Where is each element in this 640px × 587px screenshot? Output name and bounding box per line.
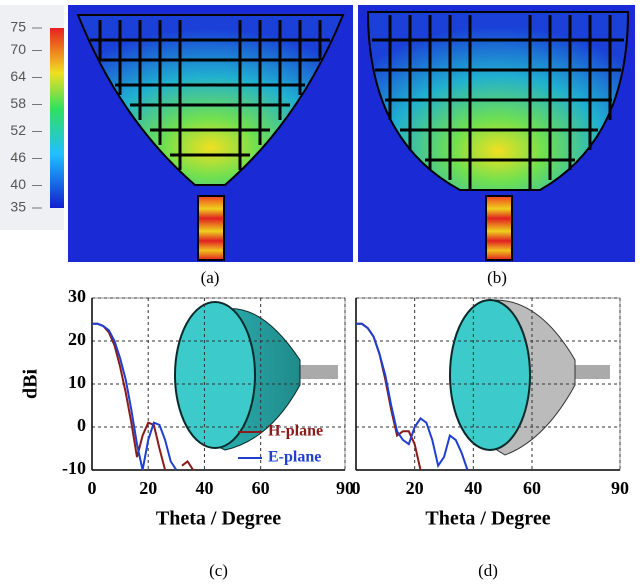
series-line [356, 322, 422, 471]
colorbar-tick-label: 35 [10, 199, 26, 215]
feed-b [485, 195, 513, 261]
x-tick-label: 40 [195, 478, 213, 498]
x-axis-label: Theta / Degree [156, 508, 281, 530]
x-tick-label: 0 [352, 478, 361, 498]
colorbar-tick-label: 52 [10, 122, 26, 138]
antenna-drawing-c [174, 301, 338, 451]
x-axis-label: Theta / Degree [425, 508, 550, 530]
colorbar [50, 28, 64, 208]
x-tick-label: 40 [464, 478, 482, 498]
y-tick-label: 20 [68, 329, 86, 349]
colorbar-tick-label: 64 [10, 68, 26, 84]
colorbar-tick-label: 46 [10, 149, 26, 165]
antenna-drawing-d [449, 299, 610, 456]
x-tick-label: 20 [139, 478, 157, 498]
x-tick-label: 90 [336, 478, 354, 498]
x-tick-label: 60 [523, 478, 541, 498]
x-tick-label: 90 [611, 478, 629, 498]
colorbar-tick-label: 75 [10, 19, 26, 35]
feed-a [197, 195, 225, 261]
colorbar-tick-label: 40 [10, 176, 26, 192]
chart: 0 20 40 60 90 Theta / Degree (d) [352, 297, 629, 580]
y-tick-label: 0 [77, 415, 86, 435]
series-line [92, 322, 178, 471]
panel-label: (c) [209, 561, 228, 580]
series-line [356, 322, 469, 471]
x-tick-label: 20 [406, 478, 424, 498]
colorbar-tick-label: 70 [10, 41, 26, 57]
y-tick-label: 30 [68, 286, 86, 306]
panel-label: (a) [201, 268, 220, 287]
reflector-a [76, 14, 345, 186]
legend-label: E-plane [268, 449, 321, 466]
legend-label: H-plane [268, 423, 323, 440]
x-tick-label: 60 [252, 478, 270, 498]
x-tick-label: 0 [88, 478, 97, 498]
y-tick-label: 10 [68, 372, 86, 392]
y-axis-label: dBi [20, 369, 42, 399]
reflector-grid-a [90, 20, 330, 170]
reflector-grid-b [372, 15, 624, 190]
colorbar-tick-label: 58 [10, 95, 26, 111]
panel-label: (b) [487, 268, 507, 287]
y-tick-label: -10 [62, 458, 86, 478]
panel-label: (d) [478, 561, 498, 580]
